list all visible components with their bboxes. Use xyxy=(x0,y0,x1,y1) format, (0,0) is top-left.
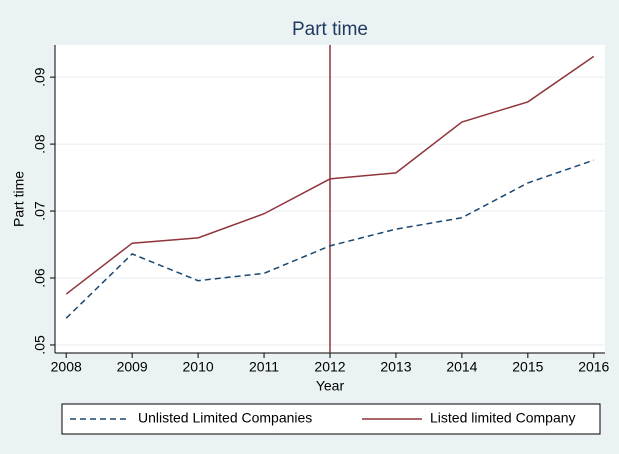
x-tick-label: 2014 xyxy=(446,359,477,375)
x-tick-label: 2009 xyxy=(117,359,148,375)
x-tick-label: 2013 xyxy=(380,359,411,375)
y-axis-label: Part time xyxy=(11,171,27,227)
y-tick-label: .08 xyxy=(32,134,48,154)
x-tick-label: 2012 xyxy=(314,359,345,375)
chart-title: Part time xyxy=(292,19,368,40)
y-tick-label: .09 xyxy=(32,67,48,87)
x-tick-label: 2015 xyxy=(512,359,543,375)
y-tick-label: .05 xyxy=(32,335,48,355)
legend-label: Listed limited Company xyxy=(430,410,576,426)
series-line xyxy=(65,159,595,319)
x-axis-label: Year xyxy=(316,378,345,394)
y-tick-label: .06 xyxy=(32,268,48,288)
legend xyxy=(61,403,601,435)
x-tick-label: 2008 xyxy=(51,359,82,375)
series-line xyxy=(65,55,595,295)
x-tick-label: 2016 xyxy=(578,359,609,375)
x-tick-label: 2010 xyxy=(183,359,214,375)
y-tick-label: .07 xyxy=(32,201,48,221)
legend-label: Unlisted Limited Companies xyxy=(138,410,312,426)
x-tick-label: 2011 xyxy=(249,359,279,375)
